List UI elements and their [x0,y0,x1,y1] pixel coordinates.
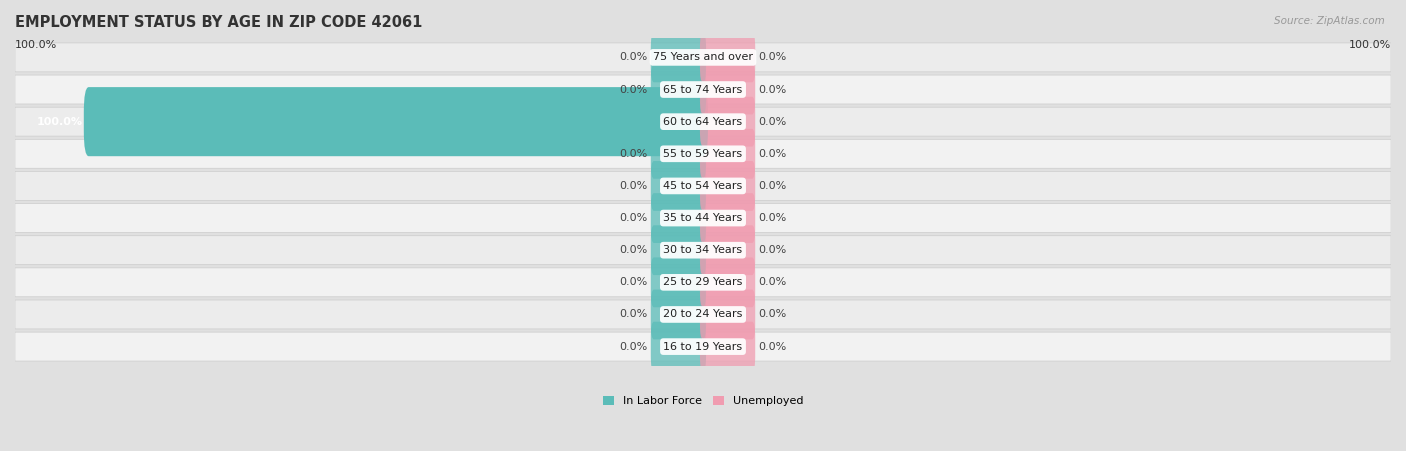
FancyBboxPatch shape [15,332,1391,361]
Text: 0.0%: 0.0% [758,277,786,287]
Text: 0.0%: 0.0% [620,309,648,319]
Text: Source: ZipAtlas.com: Source: ZipAtlas.com [1274,16,1385,26]
Text: 0.0%: 0.0% [758,213,786,223]
Text: EMPLOYMENT STATUS BY AGE IN ZIP CODE 42061: EMPLOYMENT STATUS BY AGE IN ZIP CODE 420… [15,15,422,30]
FancyBboxPatch shape [651,129,706,179]
FancyBboxPatch shape [84,87,707,156]
Text: 0.0%: 0.0% [758,181,786,191]
FancyBboxPatch shape [700,32,755,82]
Text: 20 to 24 Years: 20 to 24 Years [664,309,742,319]
Text: 0.0%: 0.0% [620,341,648,352]
FancyBboxPatch shape [651,290,706,339]
Text: 25 to 29 Years: 25 to 29 Years [664,277,742,287]
FancyBboxPatch shape [651,64,706,115]
FancyBboxPatch shape [700,97,755,147]
Text: 0.0%: 0.0% [758,117,786,127]
FancyBboxPatch shape [15,300,1391,329]
Text: 35 to 44 Years: 35 to 44 Years [664,213,742,223]
FancyBboxPatch shape [700,322,755,372]
Text: 0.0%: 0.0% [620,181,648,191]
Text: 0.0%: 0.0% [758,84,786,95]
FancyBboxPatch shape [651,193,706,243]
Text: 0.0%: 0.0% [620,213,648,223]
FancyBboxPatch shape [651,32,706,82]
FancyBboxPatch shape [15,43,1391,72]
FancyBboxPatch shape [700,258,755,307]
FancyBboxPatch shape [700,290,755,339]
FancyBboxPatch shape [700,193,755,243]
Text: 45 to 54 Years: 45 to 54 Years [664,181,742,191]
Text: 16 to 19 Years: 16 to 19 Years [664,341,742,352]
Text: 0.0%: 0.0% [620,245,648,255]
Text: 100.0%: 100.0% [15,40,58,50]
FancyBboxPatch shape [700,129,755,179]
Text: 100.0%: 100.0% [37,117,83,127]
Text: 0.0%: 0.0% [620,277,648,287]
Text: 0.0%: 0.0% [758,245,786,255]
FancyBboxPatch shape [15,75,1391,104]
FancyBboxPatch shape [651,322,706,372]
FancyBboxPatch shape [651,161,706,211]
FancyBboxPatch shape [15,139,1391,168]
FancyBboxPatch shape [15,268,1391,297]
FancyBboxPatch shape [15,203,1391,233]
Text: 60 to 64 Years: 60 to 64 Years [664,117,742,127]
FancyBboxPatch shape [15,236,1391,265]
Text: 55 to 59 Years: 55 to 59 Years [664,149,742,159]
FancyBboxPatch shape [700,64,755,115]
Text: 0.0%: 0.0% [620,52,648,62]
FancyBboxPatch shape [700,161,755,211]
Text: 0.0%: 0.0% [758,341,786,352]
FancyBboxPatch shape [15,171,1391,200]
Text: 0.0%: 0.0% [758,52,786,62]
Text: 0.0%: 0.0% [758,149,786,159]
Text: 75 Years and over: 75 Years and over [652,52,754,62]
FancyBboxPatch shape [651,226,706,275]
FancyBboxPatch shape [700,226,755,275]
Text: 0.0%: 0.0% [620,149,648,159]
Text: 65 to 74 Years: 65 to 74 Years [664,84,742,95]
Text: 0.0%: 0.0% [758,309,786,319]
Text: 100.0%: 100.0% [1348,40,1391,50]
FancyBboxPatch shape [15,107,1391,136]
Legend: In Labor Force, Unemployed: In Labor Force, Unemployed [603,396,803,406]
FancyBboxPatch shape [651,258,706,307]
Text: 30 to 34 Years: 30 to 34 Years [664,245,742,255]
Text: 0.0%: 0.0% [620,84,648,95]
